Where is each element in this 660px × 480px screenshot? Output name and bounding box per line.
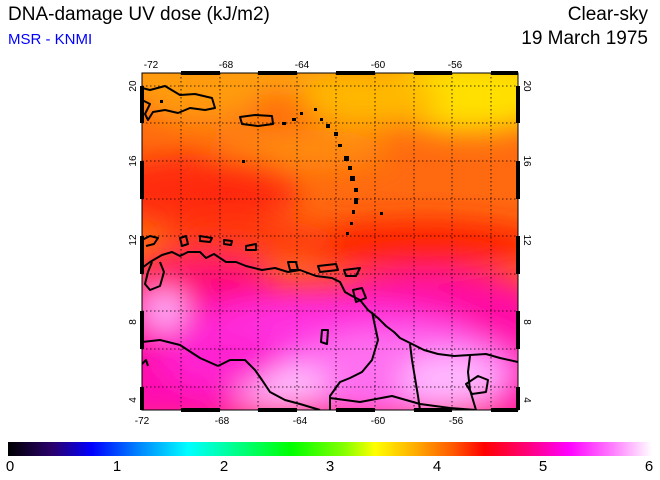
colorbar-label: 1 (112, 458, 122, 475)
gridlines (142, 73, 518, 410)
sky-condition-label: Clear-sky (567, 4, 648, 25)
colorbar-label: 6 (644, 458, 654, 475)
lon-labels-top: -72 -68 -64 -60 -56 (144, 60, 463, 71)
lat-label: 12 (128, 234, 139, 246)
lat-label: 8 (128, 319, 139, 325)
lon-label: -56 (449, 416, 464, 427)
lon-label: -72 (135, 416, 150, 427)
lon-label: -64 (293, 416, 308, 427)
lat-label: 16 (521, 155, 532, 167)
uv-dose-field (142, 73, 518, 410)
lon-label: -68 (215, 416, 230, 427)
colorbar-label: 5 (538, 458, 548, 475)
lat-label: 4 (128, 397, 139, 403)
lat-labels-right: 20 16 12 8 4 (521, 80, 532, 403)
lon-label: -72 (144, 60, 159, 71)
map-frame-ticks (140, 71, 520, 412)
lon-label: -68 (219, 60, 234, 71)
colorbar-label: 0 (5, 458, 15, 475)
lon-label: -64 (295, 60, 310, 71)
map-title: DNA-damage UV dose (kJ/m2) (8, 4, 270, 25)
lat-labels-left: 20 16 12 8 4 (128, 80, 139, 403)
lat-label: 20 (521, 80, 532, 92)
lat-label: 8 (521, 319, 532, 325)
colorbar-label: 3 (325, 458, 335, 475)
lon-label: -60 (371, 416, 386, 427)
lat-label: 4 (521, 397, 532, 403)
date-label: 19 March 1975 (521, 28, 648, 49)
lon-label: -60 (371, 60, 386, 71)
colorbar-label: 2 (219, 458, 229, 475)
lat-label: 16 (128, 155, 139, 167)
lat-label: 20 (128, 80, 139, 92)
lon-label: -56 (448, 60, 463, 71)
lon-labels-bottom: -72 -68 -64 -60 -56 (135, 416, 464, 427)
lat-label: 12 (521, 234, 532, 246)
data-source-label: MSR - KNMI (8, 31, 93, 48)
colorbar (8, 442, 652, 456)
coastlines (142, 85, 518, 410)
colorbar-label: 4 (432, 458, 442, 475)
